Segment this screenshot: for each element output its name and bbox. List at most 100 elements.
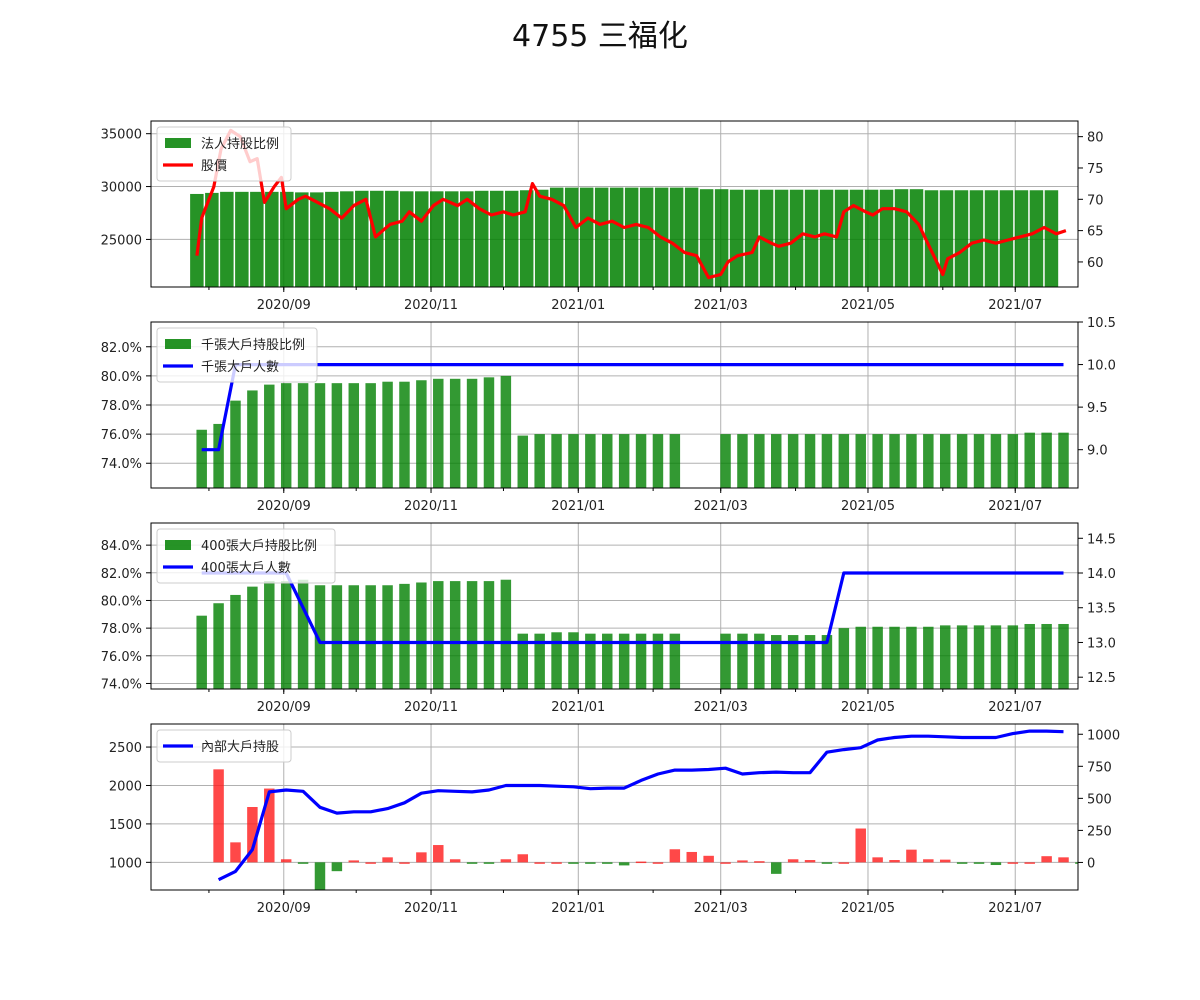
bar (924, 190, 939, 287)
bar (264, 384, 275, 488)
bar (990, 625, 1002, 689)
bar (686, 851, 697, 863)
bar (1029, 190, 1044, 287)
bar (821, 635, 833, 689)
legend-label: 法人持股比例 (201, 137, 279, 152)
bar (400, 191, 414, 287)
bar (609, 187, 624, 287)
x-tick-label: 2021/05 (841, 298, 895, 313)
legend-swatch-bar (165, 540, 191, 550)
bar (714, 189, 729, 287)
bar (449, 581, 461, 689)
bar (466, 378, 478, 488)
bar (295, 192, 309, 287)
bar (551, 434, 562, 488)
bar (973, 862, 985, 864)
bar (348, 585, 360, 689)
y-left-tick-label: 74.0% (101, 457, 142, 472)
bar (433, 581, 444, 689)
bar (669, 849, 681, 863)
bar (579, 187, 594, 287)
bar (370, 190, 384, 287)
legend-label: 股價 (201, 159, 227, 174)
bar (331, 862, 343, 872)
bar (449, 859, 461, 863)
bar (331, 585, 343, 689)
axes-frame (150, 321, 1079, 489)
bar (519, 190, 534, 287)
bar (909, 189, 924, 287)
y-right-tick-label: 13.5 (1087, 602, 1116, 617)
plot-area (213, 729, 1078, 890)
bar (703, 855, 714, 863)
y-right-tick-label: 9.5 (1087, 401, 1108, 416)
bar (314, 862, 326, 890)
y-left-tick-label: 82.0% (101, 567, 142, 582)
bar (864, 189, 879, 287)
bar (504, 190, 519, 287)
bar (355, 190, 369, 287)
bar (459, 191, 474, 287)
x-tick-label: 2020/09 (257, 298, 311, 313)
bar (399, 583, 410, 689)
y-left-tick-label: 78.0% (101, 399, 142, 414)
bar (230, 400, 241, 488)
bar (564, 187, 579, 287)
x-tick-label: 2021/03 (694, 298, 748, 313)
bar (594, 187, 609, 287)
y-right-tick-label: 10.5 (1087, 316, 1116, 331)
y-right-tick-label: 60 (1087, 256, 1104, 271)
bar (602, 862, 613, 864)
bar (618, 862, 630, 866)
bar (430, 191, 444, 287)
x-tick-label: 2020/11 (404, 901, 458, 916)
bar (635, 633, 647, 689)
bar (956, 434, 968, 488)
bar (466, 581, 478, 689)
bar (235, 191, 249, 287)
bar (416, 380, 427, 488)
axes-frame (150, 723, 1079, 891)
legend-label: 千張大戶持股比例 (201, 338, 305, 353)
bar (551, 632, 562, 689)
bar (787, 635, 799, 689)
bar (230, 594, 241, 689)
bar (551, 862, 562, 864)
legend-swatch-bar (165, 339, 191, 349)
bar (894, 189, 909, 287)
bar (1058, 623, 1069, 689)
bar (939, 859, 951, 863)
bar (534, 862, 545, 864)
bar (1058, 857, 1069, 863)
bar (804, 434, 816, 488)
bar (449, 378, 461, 488)
bar (365, 862, 376, 864)
bar (855, 434, 866, 488)
bar (568, 434, 579, 488)
bar (534, 434, 545, 488)
bar (669, 187, 684, 287)
bar (1044, 190, 1059, 287)
bar (517, 633, 529, 689)
bar (365, 585, 376, 689)
x-tick-label: 2021/01 (551, 499, 605, 514)
bar (585, 633, 596, 689)
bar (838, 862, 850, 864)
bar (973, 434, 985, 488)
bar (771, 862, 782, 874)
bar (1007, 434, 1019, 488)
panel-price: 2020/09 2020/11 2021/01 2021/03 2021/05 2021/… (101, 120, 1104, 313)
bar (382, 857, 393, 863)
bar (1075, 862, 1078, 864)
bar (618, 633, 630, 689)
bar (923, 434, 934, 488)
bar (568, 862, 579, 864)
bar (787, 859, 799, 863)
y-right-tick-label: 500 (1087, 792, 1112, 807)
bar (984, 190, 999, 287)
bar (483, 377, 495, 488)
bar (624, 187, 639, 287)
plot-area (196, 363, 1069, 488)
bar (385, 190, 399, 287)
